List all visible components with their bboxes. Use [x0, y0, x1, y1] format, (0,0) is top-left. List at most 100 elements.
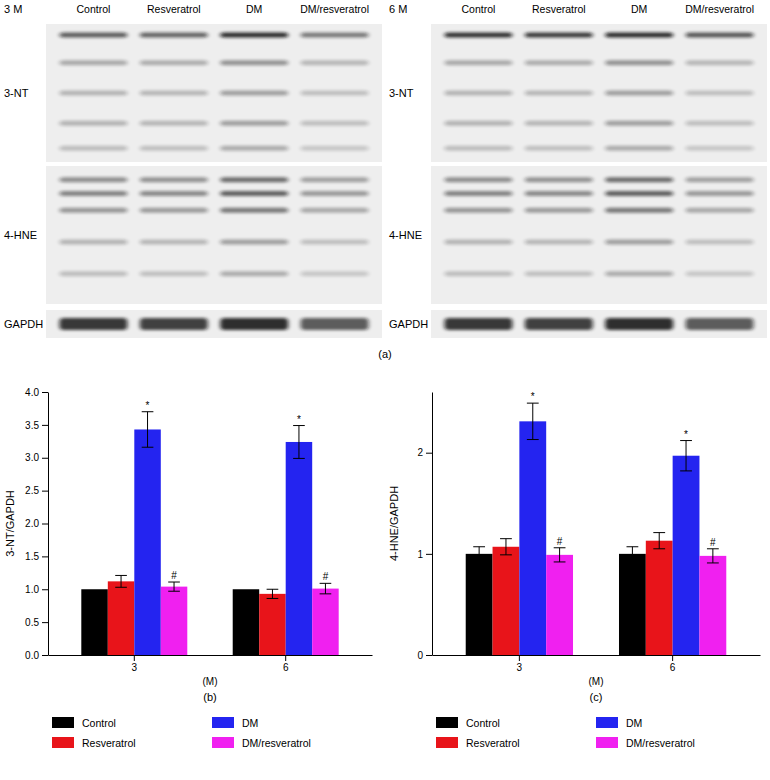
blot-band — [525, 318, 593, 330]
error-bar — [267, 589, 279, 598]
row-label: GAPDH — [389, 318, 428, 330]
blot-band — [301, 208, 369, 213]
y-axis: 0.00.51.01.52.02.53.03.54.0 — [25, 387, 48, 661]
blot-membrane — [431, 166, 767, 304]
tick-mark — [426, 453, 432, 454]
row-label: GAPDH — [4, 318, 43, 330]
error-bar-part — [473, 560, 485, 561]
blot-band — [444, 33, 512, 38]
error-bar — [527, 403, 539, 439]
tick-mark — [672, 655, 673, 661]
blot-band — [605, 239, 673, 244]
tick-label: 1.5 — [25, 551, 39, 562]
y-tick: 0 — [417, 650, 432, 661]
tick-mark — [42, 589, 48, 590]
legend: ControlResveratrolDMDM/resveratrol — [52, 717, 311, 749]
error-bar-part — [680, 470, 692, 471]
error-bar-part — [707, 548, 719, 549]
blot-band — [301, 146, 369, 151]
blot-band — [525, 208, 593, 213]
error-bar-part — [680, 440, 692, 441]
blot-band — [444, 121, 512, 126]
blot-band — [140, 271, 208, 276]
y-tick: 3.5 — [25, 420, 48, 431]
legend-swatch — [436, 717, 458, 728]
blot-band — [59, 177, 127, 182]
blot-band — [220, 177, 288, 182]
tick-mark — [42, 425, 48, 426]
blot-band — [605, 177, 673, 182]
lane-label: Resveratrol — [532, 3, 586, 15]
error-bar — [142, 412, 154, 448]
blot-band — [686, 177, 754, 182]
blot-band — [686, 33, 754, 38]
bar — [134, 429, 160, 655]
error-bar — [293, 426, 305, 459]
error-bar-part — [554, 547, 566, 548]
tick-mark — [134, 655, 135, 661]
blot-membrane — [431, 24, 767, 162]
bar — [519, 421, 546, 655]
significance-mark: # — [710, 537, 716, 548]
y-tick: 2.5 — [25, 485, 48, 496]
blot-band — [140, 91, 208, 96]
tick-label: 1.0 — [25, 584, 39, 595]
legend-swatch — [52, 717, 74, 728]
blot-band — [301, 121, 369, 126]
bar — [493, 547, 520, 655]
error-bar-part — [653, 532, 665, 533]
error-bar-part — [479, 547, 480, 561]
lane-label: DM/resveratrol — [300, 3, 369, 15]
blot-band — [686, 318, 754, 330]
error-bar-part — [272, 589, 273, 598]
error-bar — [168, 582, 180, 591]
blot-band — [140, 239, 208, 244]
tick-label: 3 — [517, 662, 523, 673]
error-bar-part — [686, 441, 687, 471]
blot-band — [605, 33, 673, 38]
error-bar — [554, 548, 566, 562]
error-bar-part — [505, 539, 506, 555]
lane-label: DM/resveratrol — [685, 3, 754, 15]
panel-label: (b) — [203, 691, 216, 703]
blot-band — [605, 91, 673, 96]
y-axis-title: 3-NT/GAPDH — [4, 490, 16, 557]
tick-mark — [42, 622, 48, 623]
y-tick: 2 — [417, 447, 432, 458]
blot-band — [220, 91, 288, 96]
bar — [646, 541, 673, 655]
row-label: 3-NT — [389, 87, 414, 99]
x-axis: 36 — [49, 655, 373, 673]
error-bar-part — [168, 591, 180, 592]
error-bar — [500, 539, 512, 555]
blot-band — [220, 121, 288, 126]
blot-band — [59, 208, 127, 213]
blot-band — [525, 121, 593, 126]
blot-band — [140, 146, 208, 151]
blot-band — [444, 60, 512, 65]
tick-mark — [42, 655, 48, 656]
tick-mark — [519, 655, 520, 661]
error-bar-part — [115, 587, 127, 588]
error-bar-part — [267, 589, 279, 590]
tick-label: 4.0 — [25, 387, 39, 398]
axis-line — [433, 655, 761, 656]
blot-band — [59, 60, 127, 65]
blot-band — [59, 318, 127, 330]
blot-band — [140, 33, 208, 38]
blot-band — [525, 146, 593, 151]
y-tick: 2.0 — [25, 518, 48, 529]
bar — [312, 589, 338, 655]
error-bar-part — [627, 546, 639, 547]
bar — [546, 555, 573, 655]
tick-mark — [42, 556, 48, 557]
tick-label: 2.5 — [25, 485, 39, 496]
tick-mark — [285, 655, 286, 661]
error-bar — [653, 533, 665, 549]
blot-band — [525, 91, 593, 96]
blot-membrane — [46, 24, 382, 162]
row-label: 4-HNE — [389, 229, 422, 241]
legend-label: DM/resveratrol — [242, 737, 311, 749]
error-bar-part — [293, 458, 305, 459]
bar — [699, 556, 726, 655]
